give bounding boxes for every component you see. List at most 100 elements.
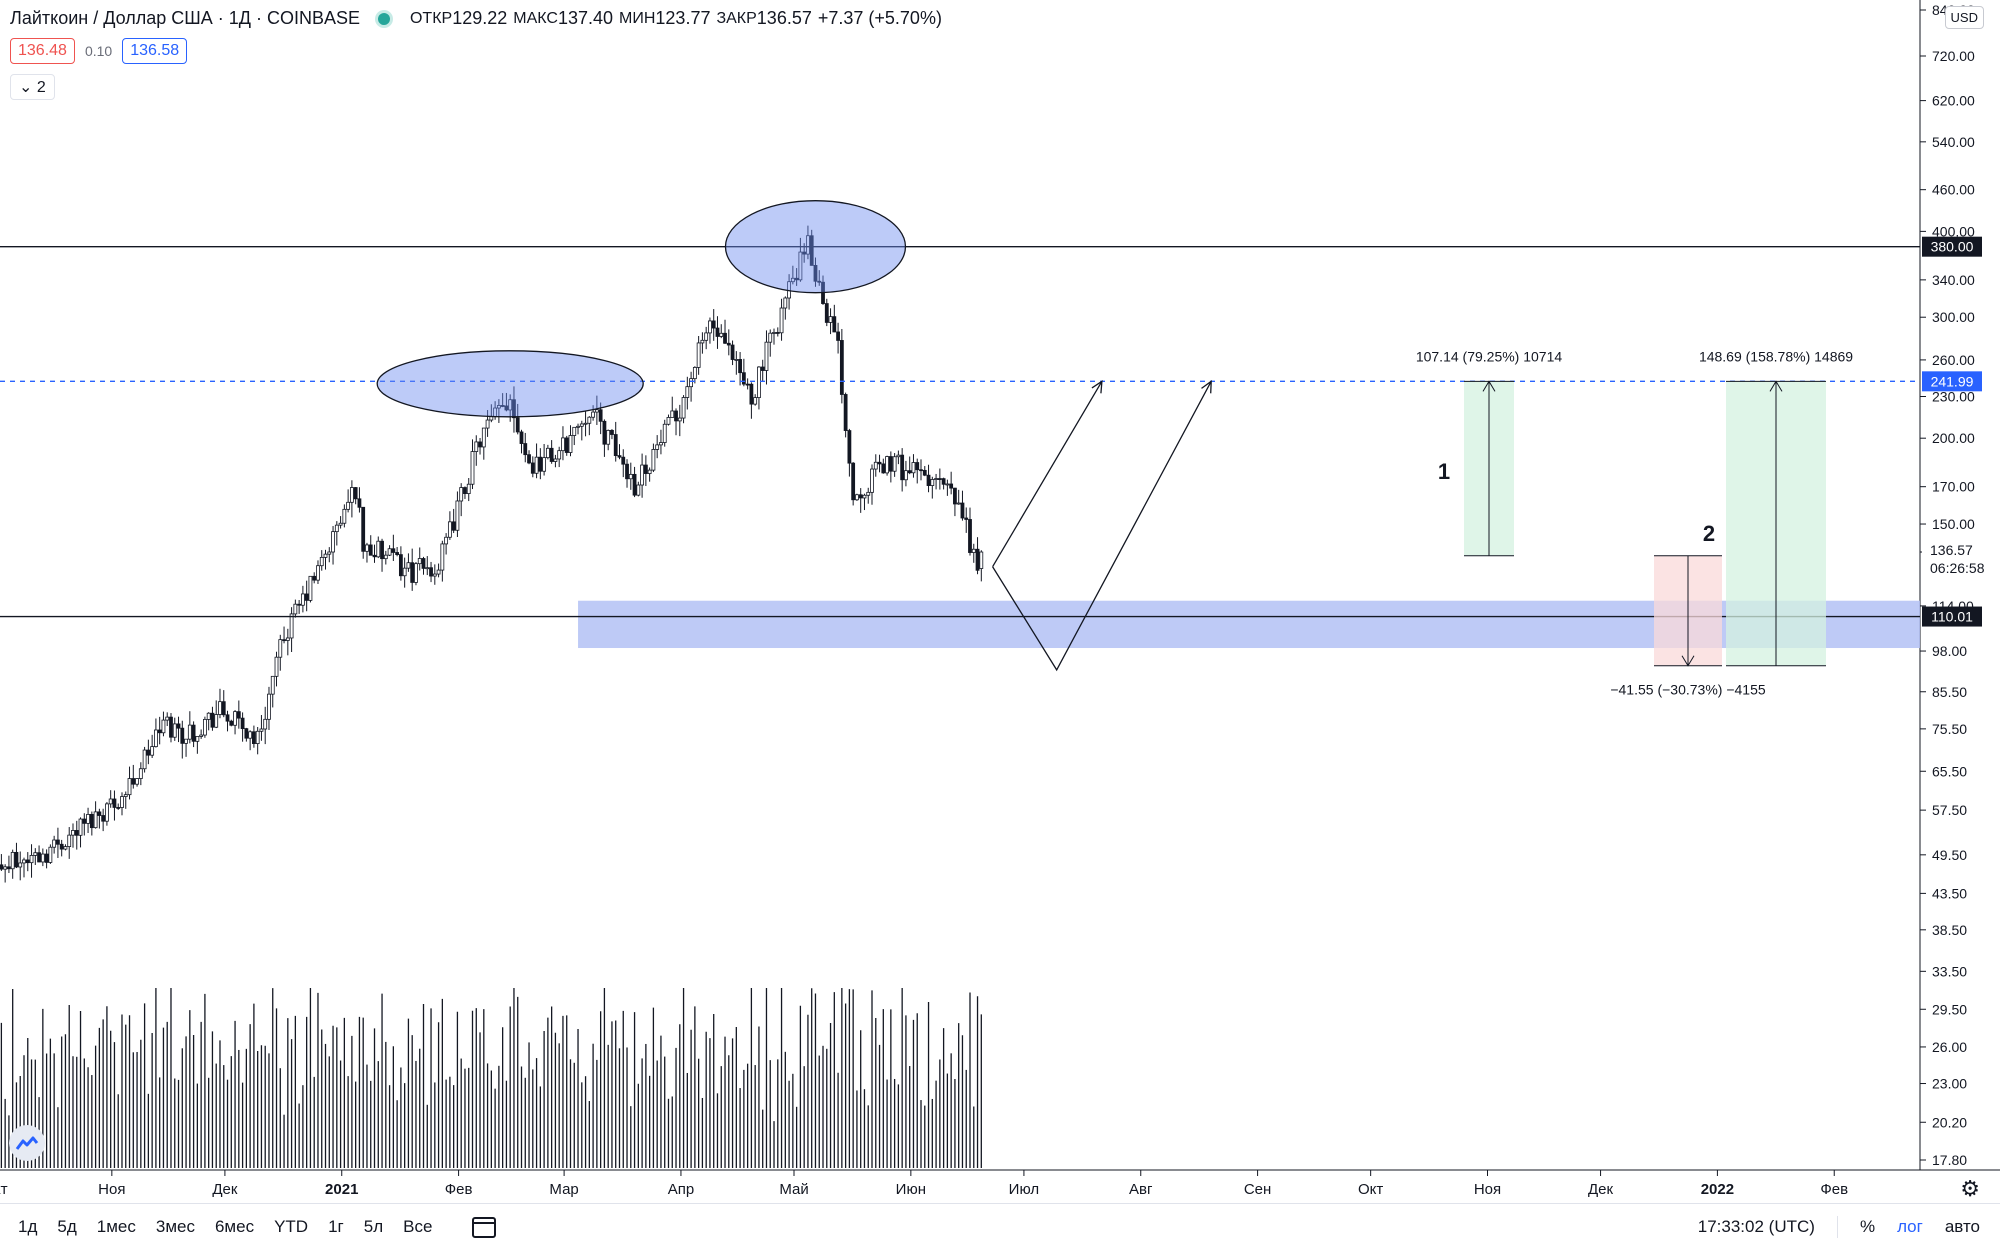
- projection-path[interactable]: [992, 380, 1103, 568]
- candle-body: [628, 473, 633, 480]
- projection-path[interactable]: [992, 381, 1212, 672]
- candle-body: [881, 463, 886, 474]
- time-tick-label: Апр: [668, 1181, 694, 1198]
- timeframe-0[interactable]: 1д: [18, 1217, 38, 1236]
- price-tick-label: 260.00: [1932, 352, 1975, 368]
- candle-body: [0, 864, 4, 870]
- indicators-toggle[interactable]: ⌄ 2: [10, 74, 55, 100]
- candle-body: [40, 853, 45, 863]
- scenario-1-label: 1: [1438, 459, 1450, 484]
- price-tick-label: 230.00: [1932, 388, 1975, 404]
- timeframe-2[interactable]: 1мес: [96, 1217, 136, 1236]
- candle-body: [417, 558, 422, 565]
- price-tick-label: 300.00: [1932, 309, 1975, 325]
- candle-body: [534, 456, 539, 474]
- candle-body: [214, 714, 219, 728]
- timeframe-1[interactable]: 5д: [57, 1217, 77, 1236]
- candle-body: [568, 435, 573, 453]
- candle-body: [772, 332, 776, 334]
- position-arrowhead: [1681, 655, 1695, 667]
- price-chart[interactable]: 840.00720.00620.00540.00460.00400.00340.…: [0, 0, 2000, 1204]
- highlight-ellipse[interactable]: [724, 200, 907, 294]
- price-tick-label: 29.50: [1932, 1001, 1967, 1017]
- timeframe-6[interactable]: 1г: [328, 1217, 344, 1236]
- spread-value: 0.10: [84, 43, 113, 59]
- candle-body: [723, 332, 727, 344]
- candle-body: [685, 386, 690, 398]
- candle-body: [455, 500, 460, 531]
- candle-body: [312, 575, 317, 581]
- candle-body: [323, 553, 328, 558]
- candle-body: [481, 427, 486, 448]
- candle-body: [334, 524, 339, 533]
- candle-body: [964, 517, 969, 520]
- price-level-tag: [1922, 236, 1982, 257]
- sell-price-button[interactable]: 136.48: [10, 38, 75, 64]
- candle-body: [478, 441, 482, 448]
- highlight-ellipse[interactable]: [376, 350, 644, 418]
- time-tick-label: Окт: [0, 1181, 8, 1198]
- candle-body: [221, 701, 226, 716]
- candle-body: [342, 508, 347, 524]
- candle-body: [10, 851, 15, 870]
- candle-body: [255, 730, 260, 744]
- candle-body: [564, 437, 569, 453]
- log-scale-toggle[interactable]: лог: [1897, 1217, 1923, 1236]
- timeframe-7[interactable]: 5л: [363, 1217, 384, 1236]
- close-label: ЗАКР: [716, 9, 757, 27]
- candle-body: [538, 456, 543, 472]
- candle-body: [851, 462, 856, 501]
- candle-body: [304, 593, 309, 601]
- candle-body: [741, 372, 746, 385]
- candle-body: [154, 729, 158, 748]
- auto-scale-toggle[interactable]: авто: [1944, 1217, 1980, 1236]
- currency-button[interactable]: USD: [1944, 6, 1984, 29]
- candle-body: [267, 693, 271, 720]
- candle-body: [700, 339, 705, 344]
- candle-body: [636, 484, 641, 496]
- candle-body: [749, 383, 754, 405]
- candle-body: [146, 749, 151, 756]
- candle-body: [828, 316, 833, 323]
- candle-body: [297, 603, 302, 606]
- buy-price-button[interactable]: 136.58: [122, 38, 188, 64]
- candle-body: [979, 551, 984, 569]
- candle-body: [263, 718, 268, 730]
- candle-body: [783, 297, 788, 309]
- candle-body: [421, 558, 426, 569]
- time-tick-label: 2022: [1701, 1181, 1734, 1198]
- candle-body: [579, 423, 584, 427]
- price-tick-label: 26.00: [1932, 1039, 1967, 1055]
- candle-body: [602, 420, 607, 445]
- candle-body: [870, 468, 874, 493]
- candle-body: [512, 399, 516, 419]
- candle-body: [971, 548, 976, 553]
- price-tick-label: 620.00: [1932, 93, 1975, 109]
- timeframe-3[interactable]: 3мес: [155, 1217, 195, 1236]
- timeframe-4[interactable]: 6мес: [214, 1217, 255, 1236]
- candle-body: [278, 639, 283, 658]
- candle-body: [67, 834, 72, 847]
- tradingview-logo-icon[interactable]: [9, 1125, 45, 1161]
- candle-body: [715, 327, 720, 337]
- candle-body: [327, 551, 332, 555]
- candle-body: [101, 815, 106, 822]
- candle-body: [866, 491, 871, 496]
- timeframe-5[interactable]: YTD: [274, 1217, 309, 1236]
- candle-body: [926, 474, 931, 486]
- candle-body: [383, 554, 388, 560]
- go-to-date-calendar-icon[interactable]: [472, 1216, 497, 1238]
- candle-body: [410, 562, 415, 583]
- candle-body: [274, 656, 279, 677]
- candle-body: [203, 719, 207, 736]
- symbol-title[interactable]: Лайткоин / Доллар США · 1Д · COINBASE: [10, 8, 360, 28]
- projection-arrowhead: [1201, 380, 1212, 394]
- candle-body: [78, 818, 83, 836]
- chart-settings-gear-icon[interactable]: ⚙: [1960, 1176, 1980, 1201]
- candle-body: [127, 778, 132, 796]
- timeframe-8[interactable]: Все: [403, 1217, 433, 1236]
- percent-scale-toggle[interactable]: %: [1859, 1217, 1876, 1236]
- utc-clock[interactable]: 17:33:02 (UTC): [1697, 1217, 1815, 1236]
- candle-body: [659, 442, 663, 446]
- candle-body: [440, 543, 445, 571]
